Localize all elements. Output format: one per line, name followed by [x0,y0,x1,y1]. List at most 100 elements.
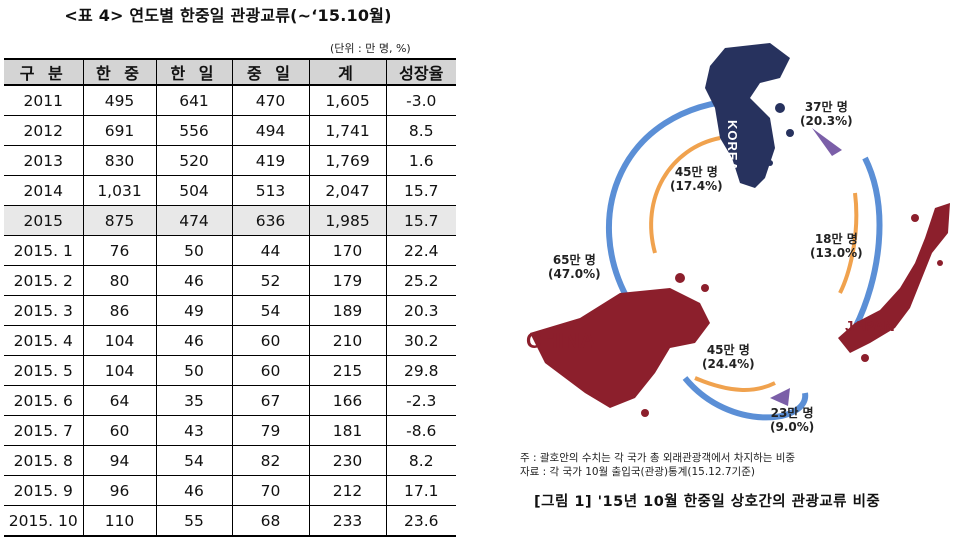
arc-japan-korea-orange [838,192,859,294]
table-row: 2015. 4 104 46 60 210 30.2 [4,325,456,356]
table-cell: 520 [155,145,232,176]
table-cell: 2,047 [308,175,386,206]
column-header: 한 중 [82,58,156,86]
table-cell: 513 [231,175,309,206]
table-cell: 8.5 [385,115,456,146]
japan-label: JAPAN [845,318,895,335]
table-cell: 179 [308,265,386,296]
table-cell: 2015. 4 [4,325,83,356]
tourism-flow-figure: KOREA JAPAN CHINA 37만 명 (20.3%) 18만 명 (13.… [470,38,954,532]
table-row: 2015. 10 110 55 68 233 23.6 [4,505,456,537]
table-row: 2015. 5 104 50 60 215 29.8 [4,355,456,386]
column-header: 구 분 [4,58,83,86]
china-label: CHINA [526,328,596,353]
table-cell: 29.8 [385,355,456,386]
table-cell: 1,769 [308,145,386,176]
table-cell: 1.6 [385,145,456,176]
column-header: 중 일 [231,58,309,86]
figure-source: 자료 : 각 국가 10월 출입국(관광)통계(15.12.7기준) [520,466,755,478]
table-cell: 170 [308,235,386,266]
table-cell: 86 [82,295,156,326]
table-row: 2015. 6 64 35 67 166 -2.3 [4,385,456,416]
table-cell: 15.7 [385,205,456,236]
table-cell: 2015. 8 [4,445,83,476]
table-cell: 60 [231,355,309,386]
table-cell: 2014 [4,175,83,206]
table-cell: 2015. 5 [4,355,83,386]
table-cell: 46 [155,475,232,506]
table-cell: 2015. 3 [4,295,83,326]
table-cell: 8.2 [385,445,456,476]
table-cell: 641 [155,85,232,116]
table-cell: 49 [155,295,232,326]
table-cell: 2013 [4,145,83,176]
table-cell: 504 [155,175,232,206]
table-row: 2015. 7 60 43 79 181 -8.6 [4,415,456,446]
table-cell: 50 [155,355,232,386]
figure-caption: [그림 1] '15년 10월 한중일 상호간의 관광교류 비중 [534,494,881,510]
table-cell: 636 [231,205,309,236]
column-header: 성장율 [385,58,456,86]
table-cell: 166 [308,385,386,416]
table-cell: 54 [231,295,309,326]
table-cell: 54 [155,445,232,476]
table-cell: 189 [308,295,386,326]
table-cell: 1,741 [308,115,386,146]
table-cell: 210 [308,325,386,356]
table-row: 2012 691 556 494 1,741 8.5 [4,115,456,146]
table-cell: 22.4 [385,235,456,266]
table-cell: 2015. 10 [4,505,83,537]
table-cell: 556 [155,115,232,146]
table-cell: 104 [82,355,156,386]
table-row: 2015 875 474 636 1,985 15.7 [4,205,456,236]
table-cell: 79 [231,415,309,446]
table-cell: 2012 [4,115,83,146]
flow-label-korea-china: 45만 명 (17.4%) [670,165,723,193]
table-cell: 17.1 [385,475,456,506]
table-cell: 20.3 [385,295,456,326]
table-cell: 50 [155,235,232,266]
figure-note: 주 : 괄호안의 수치는 각 국가 총 외래관광객에서 차지하는 비중 [520,452,796,464]
table-cell: 2015. 6 [4,385,83,416]
table-cell: -8.6 [385,415,456,446]
table-cell: 474 [155,205,232,236]
arc-japan-korea-blue [852,156,883,330]
table-cell: 68 [231,505,309,537]
table-cell: 2015. 2 [4,265,83,296]
table-cell: 44 [231,235,309,266]
arc-korea-china-orange [649,136,721,254]
table-cell: 43 [155,415,232,446]
table-cell: 30.2 [385,325,456,356]
flow-label-japan-china: 23만 명 (9.0%) [770,406,815,434]
table-cell: 230 [308,445,386,476]
table-cell: -3.0 [385,85,456,116]
arc-korea-china-blue [606,97,741,305]
japan-map-icon [838,203,950,362]
table-cell: 181 [308,415,386,446]
table-cell: 830 [82,145,156,176]
table-row: 2015. 2 80 46 52 179 25.2 [4,265,456,296]
korea-label: KOREA [725,120,740,172]
flow-label-china-japan: 45만 명 (24.4%) [702,343,755,371]
table-cell: 46 [155,325,232,356]
table-cell: 1,605 [308,85,386,116]
table-cell: 1,031 [82,175,156,206]
table-title: <표 4> 연도별 한중일 관광교류(~‘15.10월) [64,6,392,25]
table-cell: -2.3 [385,385,456,416]
table-cell: 215 [308,355,386,386]
table-cell: 2011 [4,85,83,116]
table-cell: 82 [231,445,309,476]
table-cell: 46 [155,265,232,296]
unit-note: (단위 : 만 명, %) [330,42,411,55]
table-cell: 23.6 [385,505,456,537]
table-row: 2015. 1 76 50 44 170 22.4 [4,235,456,266]
table-row: 2015. 9 96 46 70 212 17.1 [4,475,456,506]
table-cell: 2015. 7 [4,415,83,446]
table-row: 2015. 3 86 49 54 189 20.3 [4,295,456,326]
table-cell: 52 [231,265,309,296]
table-cell: 70 [231,475,309,506]
table-cell: 470 [231,85,309,116]
arrow-korea-japan [812,128,842,156]
